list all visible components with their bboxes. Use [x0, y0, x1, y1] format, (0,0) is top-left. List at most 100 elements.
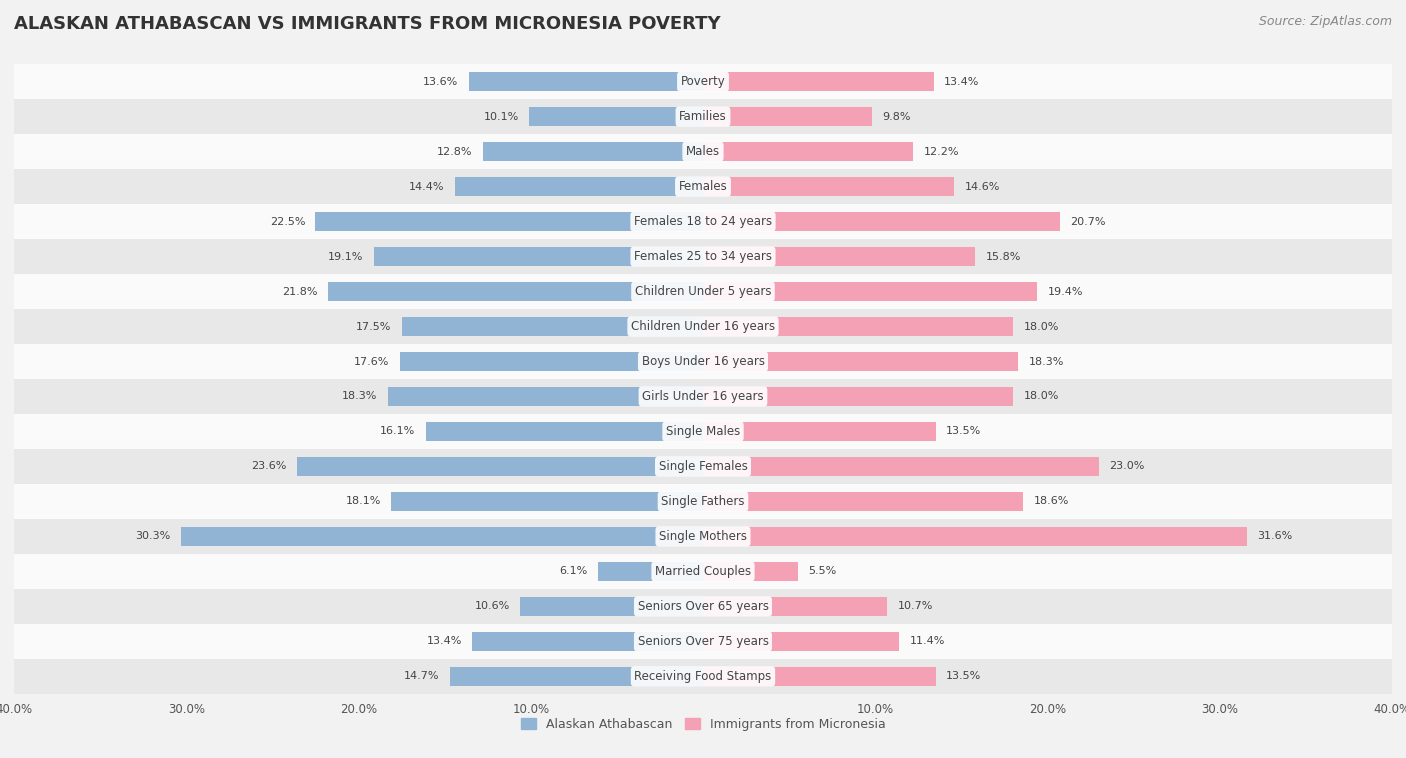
Text: 14.4%: 14.4% [409, 182, 444, 192]
Text: Source: ZipAtlas.com: Source: ZipAtlas.com [1258, 15, 1392, 28]
Bar [703, 177, 955, 196]
Bar [703, 352, 1018, 371]
Bar [703, 107, 872, 127]
Bar [456, 177, 703, 196]
Bar [520, 597, 703, 616]
Bar [14, 239, 1392, 274]
Text: 20.7%: 20.7% [1070, 217, 1105, 227]
Bar [703, 597, 887, 616]
Text: Females 18 to 24 years: Females 18 to 24 years [634, 215, 772, 228]
Text: 13.5%: 13.5% [946, 427, 981, 437]
Bar [181, 527, 703, 546]
Text: Children Under 16 years: Children Under 16 years [631, 320, 775, 333]
Text: Receiving Food Stamps: Receiving Food Stamps [634, 670, 772, 683]
Bar [468, 72, 703, 91]
Bar [703, 667, 935, 686]
Text: Families: Families [679, 110, 727, 123]
Text: 21.8%: 21.8% [281, 287, 318, 296]
Bar [703, 212, 1060, 231]
Bar [14, 519, 1392, 554]
Text: 6.1%: 6.1% [560, 566, 588, 576]
Bar [14, 64, 1392, 99]
Text: Single Mothers: Single Mothers [659, 530, 747, 543]
Text: 9.8%: 9.8% [882, 111, 911, 121]
Bar [14, 414, 1392, 449]
Text: Females: Females [679, 180, 727, 193]
Text: ALASKAN ATHABASCAN VS IMMIGRANTS FROM MICRONESIA POVERTY: ALASKAN ATHABASCAN VS IMMIGRANTS FROM MI… [14, 15, 721, 33]
Text: 18.3%: 18.3% [342, 391, 377, 402]
Bar [14, 134, 1392, 169]
Text: 18.1%: 18.1% [346, 496, 381, 506]
Bar [703, 631, 900, 651]
Bar [703, 492, 1024, 511]
Text: Boys Under 16 years: Boys Under 16 years [641, 355, 765, 368]
Bar [14, 99, 1392, 134]
Bar [14, 659, 1392, 694]
Bar [14, 484, 1392, 519]
Bar [315, 212, 703, 231]
Bar [426, 422, 703, 441]
Text: 18.3%: 18.3% [1029, 356, 1064, 367]
Bar [391, 492, 703, 511]
Text: 18.6%: 18.6% [1033, 496, 1069, 506]
Bar [703, 317, 1012, 336]
Text: Single Males: Single Males [666, 425, 740, 438]
Bar [14, 344, 1392, 379]
Text: Seniors Over 65 years: Seniors Over 65 years [637, 600, 769, 613]
Bar [472, 631, 703, 651]
Bar [482, 142, 703, 161]
Text: 31.6%: 31.6% [1257, 531, 1294, 541]
Text: 23.0%: 23.0% [1109, 462, 1144, 471]
Text: 14.6%: 14.6% [965, 182, 1000, 192]
Text: 10.6%: 10.6% [475, 601, 510, 612]
Bar [14, 624, 1392, 659]
Text: 17.6%: 17.6% [354, 356, 389, 367]
Text: Poverty: Poverty [681, 75, 725, 88]
Text: Single Fathers: Single Fathers [661, 495, 745, 508]
Text: Females 25 to 34 years: Females 25 to 34 years [634, 250, 772, 263]
Bar [703, 282, 1038, 301]
Text: Girls Under 16 years: Girls Under 16 years [643, 390, 763, 403]
Text: 13.5%: 13.5% [946, 672, 981, 681]
Text: 12.8%: 12.8% [437, 146, 472, 157]
Text: 22.5%: 22.5% [270, 217, 305, 227]
Text: 11.4%: 11.4% [910, 637, 945, 647]
Bar [598, 562, 703, 581]
Bar [328, 282, 703, 301]
Text: 19.4%: 19.4% [1047, 287, 1083, 296]
Bar [703, 457, 1099, 476]
Text: 18.0%: 18.0% [1024, 321, 1059, 331]
Text: 13.6%: 13.6% [423, 77, 458, 86]
Bar [14, 169, 1392, 204]
Legend: Alaskan Athabascan, Immigrants from Micronesia: Alaskan Athabascan, Immigrants from Micr… [516, 713, 890, 736]
Bar [14, 449, 1392, 484]
Text: 13.4%: 13.4% [426, 637, 461, 647]
Text: 30.3%: 30.3% [135, 531, 170, 541]
Text: 17.5%: 17.5% [356, 321, 391, 331]
Text: Children Under 5 years: Children Under 5 years [634, 285, 772, 298]
Text: 16.1%: 16.1% [380, 427, 415, 437]
Text: 10.1%: 10.1% [484, 111, 519, 121]
Text: 5.5%: 5.5% [808, 566, 837, 576]
Bar [399, 352, 703, 371]
Bar [374, 247, 703, 266]
Bar [703, 142, 912, 161]
Bar [450, 667, 703, 686]
Text: 23.6%: 23.6% [250, 462, 287, 471]
Text: 14.7%: 14.7% [404, 672, 440, 681]
Bar [14, 554, 1392, 589]
Text: Single Females: Single Females [658, 460, 748, 473]
Bar [14, 379, 1392, 414]
Text: 19.1%: 19.1% [329, 252, 364, 262]
Bar [14, 309, 1392, 344]
Text: 12.2%: 12.2% [924, 146, 959, 157]
Bar [703, 527, 1247, 546]
Bar [703, 247, 976, 266]
Bar [14, 204, 1392, 239]
Bar [14, 589, 1392, 624]
Bar [703, 422, 935, 441]
Bar [703, 562, 797, 581]
Text: 13.4%: 13.4% [945, 77, 980, 86]
Text: 18.0%: 18.0% [1024, 391, 1059, 402]
Text: Males: Males [686, 145, 720, 158]
